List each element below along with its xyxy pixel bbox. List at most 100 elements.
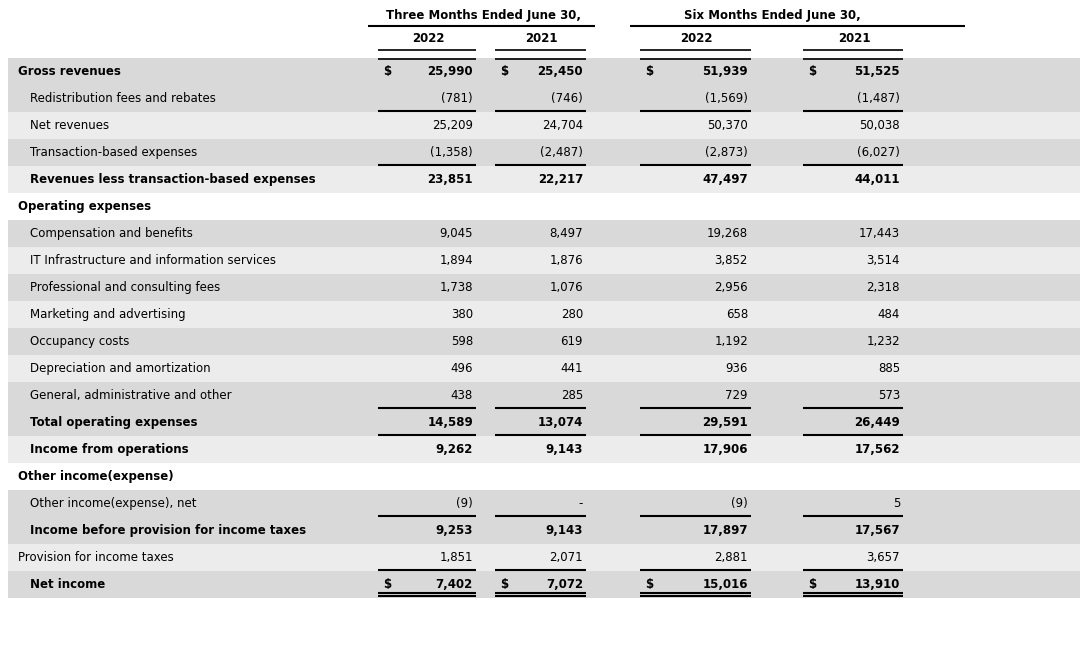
Text: 17,443: 17,443 xyxy=(858,227,900,240)
Text: $: $ xyxy=(500,578,508,591)
Text: 47,497: 47,497 xyxy=(703,173,749,186)
Text: 598: 598 xyxy=(450,335,473,348)
Text: 3,657: 3,657 xyxy=(866,551,900,564)
Text: 2,318: 2,318 xyxy=(866,281,900,294)
Text: Compensation and benefits: Compensation and benefits xyxy=(30,227,193,240)
Text: 44,011: 44,011 xyxy=(854,173,900,186)
Text: 26,449: 26,449 xyxy=(854,416,900,429)
Text: General, administrative and other: General, administrative and other xyxy=(30,389,232,402)
Bar xyxy=(8,139,1080,166)
Text: 17,897: 17,897 xyxy=(703,524,749,537)
Text: 573: 573 xyxy=(878,389,900,402)
Text: 380: 380 xyxy=(450,308,473,321)
Text: 5: 5 xyxy=(892,497,900,510)
Text: 2,071: 2,071 xyxy=(549,551,583,564)
Text: -: - xyxy=(579,497,583,510)
Text: 15,016: 15,016 xyxy=(703,578,749,591)
Text: Net revenues: Net revenues xyxy=(30,119,109,132)
Text: 9,045: 9,045 xyxy=(440,227,473,240)
Text: (1,569): (1,569) xyxy=(705,92,749,105)
Text: 25,450: 25,450 xyxy=(537,65,583,78)
Text: $: $ xyxy=(645,578,653,591)
Text: Operating expenses: Operating expenses xyxy=(18,200,151,213)
Text: 51,939: 51,939 xyxy=(703,65,749,78)
Text: 17,562: 17,562 xyxy=(854,443,900,456)
Text: 50,038: 50,038 xyxy=(860,119,900,132)
Text: (2,873): (2,873) xyxy=(705,146,749,159)
Text: 885: 885 xyxy=(878,362,900,375)
Text: 50,370: 50,370 xyxy=(707,119,749,132)
Text: Total operating expenses: Total operating expenses xyxy=(30,416,198,429)
Text: Provision for income taxes: Provision for income taxes xyxy=(18,551,174,564)
Text: 8,497: 8,497 xyxy=(549,227,583,240)
Text: Transaction-based expenses: Transaction-based expenses xyxy=(30,146,197,159)
Text: 1,738: 1,738 xyxy=(440,281,473,294)
Text: Gross revenues: Gross revenues xyxy=(18,65,121,78)
Text: 9,143: 9,143 xyxy=(545,524,583,537)
Text: 2,881: 2,881 xyxy=(715,551,749,564)
Text: 1,076: 1,076 xyxy=(549,281,583,294)
Text: 285: 285 xyxy=(560,389,583,402)
Text: 2,956: 2,956 xyxy=(715,281,749,294)
Text: 23,851: 23,851 xyxy=(428,173,473,186)
Bar xyxy=(8,409,1080,436)
Text: 3,514: 3,514 xyxy=(866,254,900,267)
Text: 9,143: 9,143 xyxy=(545,443,583,456)
Text: 619: 619 xyxy=(560,335,583,348)
Text: 17,906: 17,906 xyxy=(703,443,749,456)
Text: Net income: Net income xyxy=(30,578,106,591)
Bar xyxy=(8,328,1080,355)
Text: 438: 438 xyxy=(450,389,473,402)
Text: (746): (746) xyxy=(552,92,583,105)
Text: Other income(expense), net: Other income(expense), net xyxy=(30,497,197,510)
Text: $: $ xyxy=(808,65,816,78)
Bar xyxy=(8,247,1080,274)
Text: Three Months Ended June 30,: Three Months Ended June 30, xyxy=(385,9,581,21)
Text: 1,876: 1,876 xyxy=(549,254,583,267)
Text: 496: 496 xyxy=(450,362,473,375)
Text: 2021: 2021 xyxy=(838,31,870,45)
Bar xyxy=(8,490,1080,517)
Text: 3,852: 3,852 xyxy=(715,254,749,267)
Text: 2022: 2022 xyxy=(411,31,444,45)
Text: Marketing and advertising: Marketing and advertising xyxy=(30,308,186,321)
Bar xyxy=(8,112,1080,139)
Text: (9): (9) xyxy=(456,497,473,510)
Text: $: $ xyxy=(500,65,508,78)
Bar xyxy=(8,463,1080,490)
Text: Depreciation and amortization: Depreciation and amortization xyxy=(30,362,211,375)
Text: 2022: 2022 xyxy=(680,31,713,45)
Text: (2,487): (2,487) xyxy=(540,146,583,159)
Text: IT Infrastructure and information services: IT Infrastructure and information servic… xyxy=(30,254,276,267)
Text: $: $ xyxy=(808,578,816,591)
Text: 1,851: 1,851 xyxy=(440,551,473,564)
Text: 1,192: 1,192 xyxy=(714,335,749,348)
Text: 13,074: 13,074 xyxy=(537,416,583,429)
Bar xyxy=(8,355,1080,382)
Text: (1,487): (1,487) xyxy=(857,92,900,105)
Text: 24,704: 24,704 xyxy=(542,119,583,132)
Text: Income before provision for income taxes: Income before provision for income taxes xyxy=(30,524,306,537)
Bar xyxy=(8,301,1080,328)
Text: $: $ xyxy=(383,65,391,78)
Bar xyxy=(8,220,1080,247)
Text: 936: 936 xyxy=(726,362,749,375)
Text: Occupancy costs: Occupancy costs xyxy=(30,335,129,348)
Text: 22,217: 22,217 xyxy=(537,173,583,186)
Bar xyxy=(8,166,1080,193)
Bar xyxy=(8,571,1080,598)
Text: Revenues less transaction-based expenses: Revenues less transaction-based expenses xyxy=(30,173,316,186)
Text: 2021: 2021 xyxy=(526,31,558,45)
Text: 13,910: 13,910 xyxy=(855,578,900,591)
Bar xyxy=(8,85,1080,112)
Text: 441: 441 xyxy=(560,362,583,375)
Text: 25,990: 25,990 xyxy=(428,65,473,78)
Text: Redistribution fees and rebates: Redistribution fees and rebates xyxy=(30,92,215,105)
Text: $: $ xyxy=(383,578,391,591)
Text: 29,591: 29,591 xyxy=(703,416,749,429)
Text: (1,358): (1,358) xyxy=(431,146,473,159)
Text: 7,072: 7,072 xyxy=(546,578,583,591)
Text: 729: 729 xyxy=(726,389,749,402)
Text: 19,268: 19,268 xyxy=(707,227,749,240)
Text: 51,525: 51,525 xyxy=(854,65,900,78)
